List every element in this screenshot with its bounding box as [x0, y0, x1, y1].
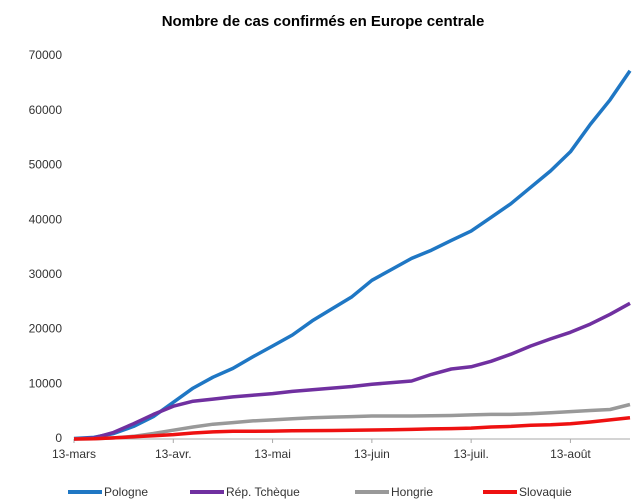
x-tick-label: 13-août — [550, 447, 591, 461]
y-tick-label: 0 — [55, 431, 62, 445]
y-tick-label: 50000 — [29, 158, 63, 172]
y-tick-label: 30000 — [29, 267, 63, 281]
y-tick-label: 60000 — [29, 103, 63, 117]
chart-title: Nombre de cas confirmés en Europe centra… — [162, 13, 485, 30]
legend-label: Rép. Tchèque — [226, 485, 300, 499]
y-tick-label: 70000 — [29, 48, 63, 62]
legend-label: Hongrie — [391, 485, 433, 499]
series-line — [73, 415, 631, 441]
x-tick-label: 13-juil. — [453, 447, 488, 461]
legend-label: Pologne — [104, 485, 148, 499]
x-tick-label: 13-juin — [354, 447, 390, 461]
y-tick-label: 20000 — [29, 322, 63, 336]
x-tick-label: 13-mars — [52, 447, 96, 461]
y-tick-label: 10000 — [29, 376, 63, 390]
series-line — [73, 69, 632, 441]
legend-label: Slovaquie — [519, 485, 572, 499]
series-line — [73, 402, 631, 441]
y-tick-label: 40000 — [29, 212, 63, 226]
x-tick-label: 13-avr. — [155, 447, 192, 461]
series-line — [73, 301, 631, 441]
x-tick-label: 13-mai — [254, 447, 291, 461]
